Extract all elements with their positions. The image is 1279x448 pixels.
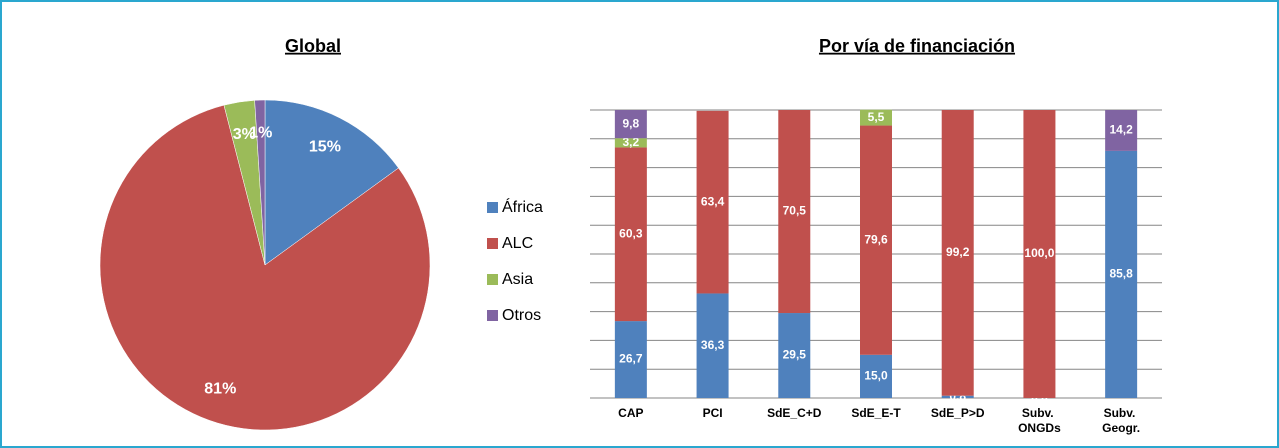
- bar-segment: [1023, 110, 1056, 398]
- bar-segment: [778, 110, 811, 314]
- legend-label: África: [502, 197, 543, 216]
- bar-value-label: 63,4: [701, 194, 725, 208]
- pie-label: 81%: [204, 380, 236, 397]
- x-tick-label: SdE_C+D: [767, 406, 822, 420]
- x-tick-label: Subv. Geogr.: [1102, 406, 1140, 435]
- x-tick-label-line: Geogr.: [1102, 421, 1140, 435]
- bar-value-label: 99,2: [946, 245, 970, 259]
- bar-value-label: 5,5: [868, 110, 885, 124]
- bar-segment: [614, 110, 647, 139]
- x-tick-label: SdE_E-T: [851, 406, 901, 420]
- legend-swatch: [487, 274, 498, 285]
- bar-segment: [941, 395, 974, 398]
- pie-title: Global: [285, 36, 341, 56]
- bar-value-label: 100,0: [1024, 246, 1054, 260]
- bar-value-label: 60,3: [619, 226, 643, 240]
- bar-value-label: 26,7: [619, 352, 643, 366]
- bar-value-label: 15,0: [864, 369, 888, 383]
- bar-value-label: 36,3: [701, 338, 725, 352]
- bar-segment: [696, 293, 729, 398]
- x-tick-label-line: ONGDs: [1018, 421, 1061, 435]
- bar-segment: [778, 313, 811, 398]
- bar-segment: [696, 110, 729, 294]
- legend-label: Asia: [502, 271, 533, 288]
- legend-label: ALC: [502, 235, 533, 252]
- bar-segment: [941, 110, 974, 396]
- x-tick-label: SdE_P>D: [931, 406, 985, 420]
- bar-segment: [860, 125, 892, 355]
- bar-segment: [1105, 150, 1138, 398]
- x-tick-label-line: Subv.: [1104, 406, 1139, 420]
- bar-value-label: 29,5: [783, 348, 807, 362]
- bar-value-label: 9,8: [623, 116, 640, 130]
- legend-swatch: [487, 238, 498, 249]
- legend-swatch: [487, 310, 498, 321]
- bar-segment: [614, 147, 647, 322]
- bar-value-label: 14,2: [1109, 123, 1133, 137]
- bar-segment: [860, 354, 892, 398]
- bar-segment: [614, 321, 647, 398]
- bar-value-label: 85,8: [1109, 267, 1133, 281]
- x-tick-label-line: Subv.: [1022, 406, 1057, 420]
- x-tick-label: PCI: [703, 406, 723, 420]
- pie-label: 1%: [249, 124, 272, 141]
- bar-value-label: 70,5: [783, 204, 807, 218]
- bar-title: Por vía de financiación: [819, 36, 1015, 56]
- bar-segment: [860, 109, 892, 126]
- pie-slice: [99, 104, 431, 431]
- bar-segment: [614, 138, 647, 148]
- x-tick-label: Subv. ONGDs: [1018, 406, 1061, 435]
- legend-label: Otros: [502, 307, 541, 324]
- bar-segment: [1105, 110, 1138, 151]
- pie-slice: [264, 99, 399, 266]
- bar-value-label: 3,2: [623, 135, 640, 149]
- bar-value-label: 79,6: [864, 232, 888, 246]
- pie-slice: [254, 99, 266, 266]
- legend-swatch: [487, 202, 498, 213]
- x-tick-label: CAP: [618, 406, 643, 420]
- pie-label: 3%: [233, 126, 256, 143]
- pie-label: 15%: [309, 139, 341, 156]
